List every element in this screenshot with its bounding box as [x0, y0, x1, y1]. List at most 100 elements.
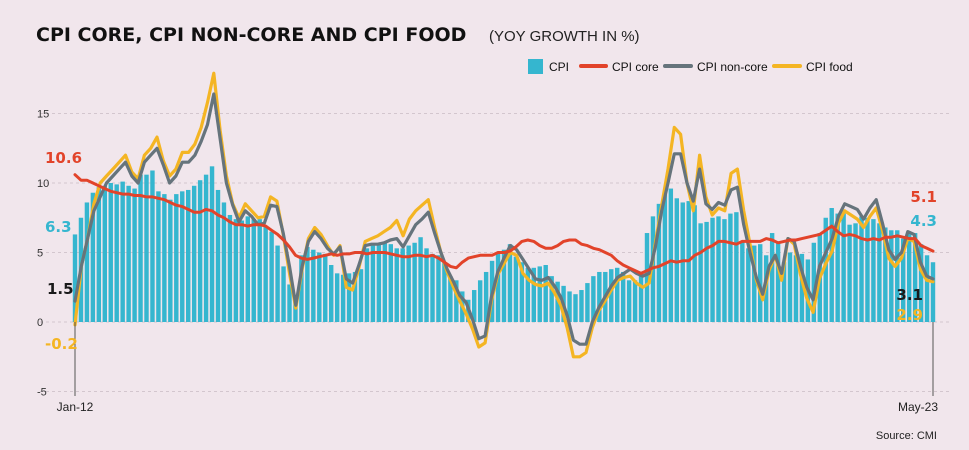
- cpi-bar: [811, 242, 817, 322]
- cpi-bar: [251, 219, 256, 322]
- cpi-bar: [912, 233, 918, 322]
- cpi-bar: [734, 212, 739, 322]
- cpi-bar: [638, 273, 644, 322]
- cpi-bar: [507, 244, 513, 322]
- y-tick-labels: 15 10 5 0 -5: [37, 109, 49, 399]
- cpi-bar: [150, 170, 155, 322]
- cpi-bar: [400, 248, 405, 322]
- cpi-bar: [370, 245, 376, 322]
- cpi-bar: [626, 280, 632, 322]
- cpi-bar: [567, 291, 572, 322]
- cpi-bar: [519, 262, 525, 322]
- cpi-bar: [615, 267, 620, 322]
- cpi-bar: [430, 253, 435, 322]
- cpi-bar: [597, 271, 602, 322]
- cpi-bar: [847, 224, 852, 322]
- cpi-bar: [96, 187, 102, 322]
- cpi-bar: [740, 241, 745, 322]
- cpi-core-line: [73, 173, 935, 275]
- cpi-bar: [692, 205, 697, 322]
- cpi-bar: [311, 249, 316, 322]
- cpi-bar: [918, 244, 924, 322]
- cpi-bar: [436, 255, 441, 322]
- cpi-bar: [573, 294, 578, 322]
- cpi-bar: [334, 273, 340, 322]
- cpi-bar: [406, 245, 411, 322]
- cpi-bar: [114, 184, 119, 322]
- cpi-bar: [543, 265, 548, 322]
- cpi-bar: [644, 233, 650, 322]
- cpi-bar: [281, 266, 286, 322]
- annotation-core-end: 5.1: [910, 188, 937, 206]
- legend-label-cpi: CPI: [549, 60, 569, 74]
- cpi-bar: [358, 269, 364, 322]
- cpi-bar: [191, 185, 197, 322]
- cpi-bar: [245, 216, 250, 322]
- cpi-bar: [227, 214, 233, 322]
- cpi-bar: [352, 271, 358, 322]
- cpi-bar: [84, 202, 90, 322]
- cpi-bar: [835, 213, 840, 322]
- cpi-bar: [162, 194, 167, 322]
- cpi-bar: [168, 199, 173, 322]
- cpi-bar: [394, 248, 399, 322]
- annotation-cpi-end: 4.3: [910, 212, 937, 230]
- cpi-bar: [537, 266, 542, 322]
- cpi-bar: [299, 255, 304, 322]
- legend-label-cpi-food: CPI food: [806, 60, 853, 74]
- annotation-noncore-end: 3.1: [896, 286, 923, 304]
- cpi-bar: [424, 248, 429, 322]
- x-tick-start: Jan-12: [57, 400, 94, 414]
- cpi-bar: [889, 230, 894, 322]
- cpi-bar: [549, 276, 554, 322]
- cpi-bar: [877, 223, 882, 322]
- cpi-bar: [728, 213, 733, 322]
- cpi-bar: [865, 217, 870, 322]
- cpi-bar: [323, 253, 328, 322]
- cpi-bar: [495, 253, 501, 322]
- cpi-bar: [746, 248, 751, 322]
- cpi-bar: [513, 256, 519, 322]
- chart-title: CPI CORE, CPI NON-CORE AND CPI FOOD: [36, 24, 466, 46]
- cpi-bar: [722, 219, 727, 322]
- cpi-bar: [126, 185, 131, 322]
- annotation-cpi-start: 6.3: [45, 218, 72, 236]
- y-tick-label: 0: [37, 317, 43, 329]
- cpi-bar: [501, 249, 507, 322]
- cpi-bar: [448, 276, 453, 322]
- cpi-bar: [883, 227, 888, 322]
- cpi-bar: [823, 217, 828, 322]
- annotation-noncore-start: 1.5: [47, 280, 74, 298]
- cpi-bar: [895, 230, 900, 322]
- cpi-bar: [376, 244, 382, 322]
- cpi-bar: [257, 219, 262, 322]
- cpi-bar: [752, 245, 757, 322]
- cpi-bar: [841, 213, 846, 322]
- cpi-bar: [472, 290, 477, 322]
- legend-label-cpi-core: CPI core: [612, 60, 659, 74]
- cpi-bar: [930, 262, 936, 322]
- cpi-bar: [90, 192, 96, 322]
- cpi-bar: [525, 267, 531, 322]
- cpi-bar: [781, 262, 787, 322]
- cpi-bar: [477, 280, 483, 322]
- y-tick-label: -5: [37, 387, 47, 399]
- cpi-bar: [620, 271, 626, 322]
- cpi-bar: [132, 188, 137, 322]
- cpi-bar: [275, 245, 280, 322]
- cpi-bar: [668, 188, 674, 322]
- cpi-bar: [340, 274, 346, 322]
- y-tick-label: 15: [37, 109, 49, 121]
- cpi-bar: [710, 217, 715, 322]
- cpi-bar: [531, 267, 536, 322]
- cpi-bar: [418, 237, 423, 322]
- cpi-bar: [454, 280, 459, 322]
- cpi-bar: [233, 219, 239, 322]
- cpi-bar: [609, 269, 614, 322]
- cpi-bar: [924, 255, 930, 322]
- cpi-bar: [144, 174, 149, 322]
- cpi-bar: [698, 223, 703, 322]
- cpi-bar: [579, 290, 584, 322]
